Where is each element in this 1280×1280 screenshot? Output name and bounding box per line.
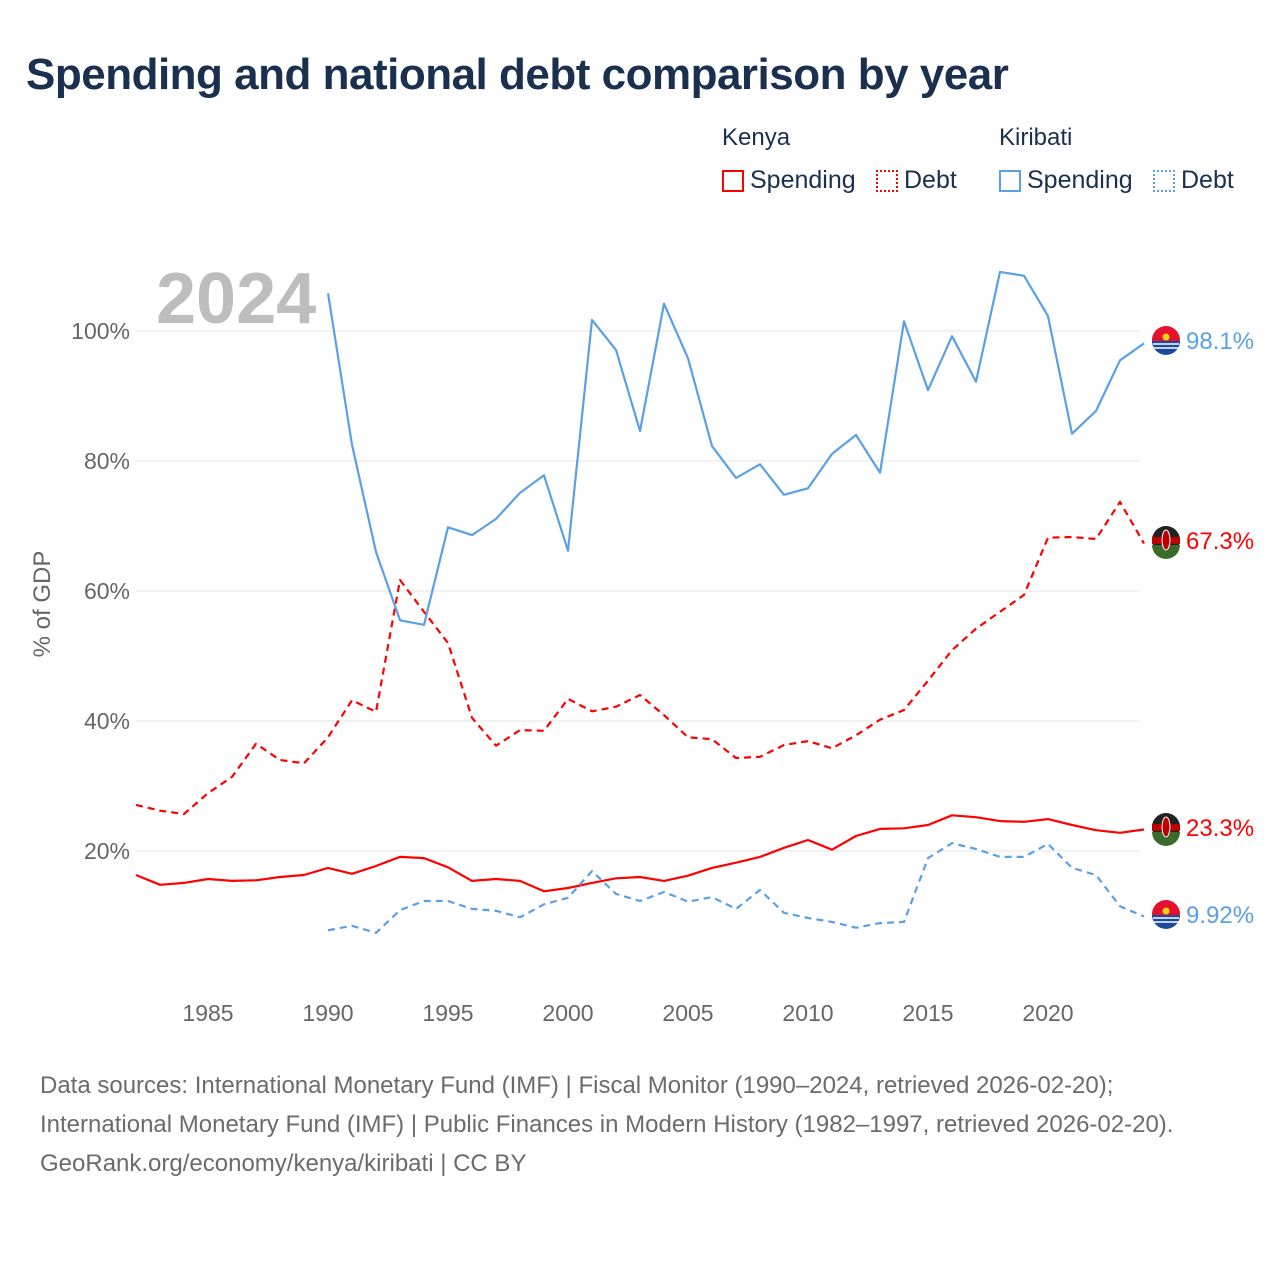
- x-tick-label: 2005: [662, 1000, 713, 1026]
- end-value-label: 67.3%: [1186, 528, 1254, 555]
- y-tick-label: 80%: [84, 448, 130, 474]
- plot-area: 2024 20% 40% 60% 80% 100% 1985 1990 1995 2000 200…: [29, 259, 1254, 1026]
- legend-country-kenya: Kenya: [722, 124, 791, 151]
- legend-kiribati-debt[interactable]: Debt: [1153, 166, 1234, 195]
- legend-kenya-debt[interactable]: Debt: [876, 166, 957, 195]
- legend-country-kiribati: Kiribati: [999, 124, 1073, 151]
- legend-swatch-solid: [999, 169, 1021, 192]
- y-tick-label: 20%: [84, 838, 130, 864]
- series-line-kenya-spending: [135, 814, 1145, 893]
- x-tick-label: 1985: [182, 1000, 233, 1026]
- legend-label: Debt: [1181, 166, 1234, 194]
- y-tick-label: 100%: [71, 318, 130, 344]
- x-tick-label: 2000: [542, 1000, 593, 1026]
- legend-swatch-dotted: [1153, 169, 1175, 192]
- kiribati-flag-icon: [1152, 900, 1180, 929]
- kenya-flag-icon: [1152, 526, 1180, 559]
- x-tick-label: 1990: [302, 1000, 353, 1026]
- end-value-label: 9.92%: [1186, 902, 1254, 929]
- x-tick-label: 2020: [1022, 1000, 1073, 1026]
- legend-swatch-dotted: [876, 169, 898, 192]
- kiribati-flag-icon: [1152, 326, 1180, 355]
- y-tick-label: 40%: [84, 708, 130, 734]
- attribution-link[interactable]: GeoRank.org/economy/kenya/kiribati | CC …: [40, 1150, 527, 1177]
- legend-label: Debt: [904, 166, 957, 194]
- series-line-kiribati-debt: [327, 842, 1145, 935]
- legend-swatch-solid: [722, 169, 744, 192]
- legend-label: Spending: [750, 166, 856, 194]
- data-sources: Data sources: International Monetary Fun…: [40, 1066, 1240, 1183]
- year-watermark: 2024: [156, 259, 316, 339]
- legend-label: Spending: [1027, 166, 1133, 194]
- series-line-kiribati-spending: [326, 270, 1145, 626]
- end-value-label: 98.1%: [1186, 328, 1254, 355]
- end-value-label: 23.3%: [1186, 815, 1254, 842]
- x-tick-label: 2015: [902, 1000, 953, 1026]
- series-line-kenya-debt: [135, 500, 1145, 816]
- legend-kiribati-spending[interactable]: Spending: [999, 166, 1133, 195]
- chart-title: Spending and national debt comparison by…: [26, 50, 1009, 99]
- x-tick-label: 1995: [422, 1000, 473, 1026]
- sources-text: Data sources: International Monetary Fun…: [40, 1072, 1174, 1138]
- kenya-flag-icon: [1152, 813, 1180, 846]
- y-tick-label: 60%: [84, 578, 130, 604]
- legend-kenya-spending[interactable]: Spending: [722, 166, 856, 195]
- y-axis-label: % of GDP: [29, 551, 56, 658]
- x-tick-label: 2010: [782, 1000, 833, 1026]
